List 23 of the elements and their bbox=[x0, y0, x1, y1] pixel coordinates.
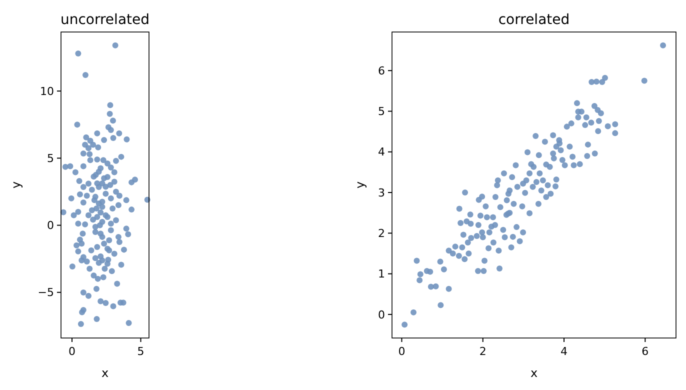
y-tick-label: −5 bbox=[38, 286, 54, 300]
x-tick-label: 2 bbox=[479, 345, 486, 358]
y-tick-label: 3 bbox=[378, 186, 385, 200]
chart-title: correlated bbox=[498, 12, 570, 28]
x-tick-label: 0 bbox=[398, 345, 406, 358]
y-tick-label: 0 bbox=[47, 219, 54, 232]
y-axis-title: y bbox=[353, 181, 367, 189]
chart-title: uncorrelated bbox=[60, 12, 150, 28]
x-tick-label: 6 bbox=[642, 345, 649, 358]
y-tick-label: 6 bbox=[378, 64, 385, 78]
x-axis-title: x bbox=[101, 366, 109, 380]
x-tick-label: 5 bbox=[137, 345, 144, 358]
y-tick-label: 2 bbox=[378, 227, 385, 240]
y-tick-label: 5 bbox=[47, 152, 54, 166]
x-axis-title: x bbox=[530, 366, 538, 380]
x-tick-label: 4 bbox=[560, 345, 568, 358]
y-tick-label: 5 bbox=[378, 105, 385, 118]
y-axis-title: y bbox=[9, 181, 23, 189]
y-tick-label: 10 bbox=[40, 84, 54, 98]
y-tick-label: 4 bbox=[378, 146, 385, 159]
y-tick-label: 1 bbox=[378, 268, 385, 281]
y-tick-label: 0 bbox=[378, 308, 385, 322]
x-tick-label: 0 bbox=[68, 345, 76, 358]
